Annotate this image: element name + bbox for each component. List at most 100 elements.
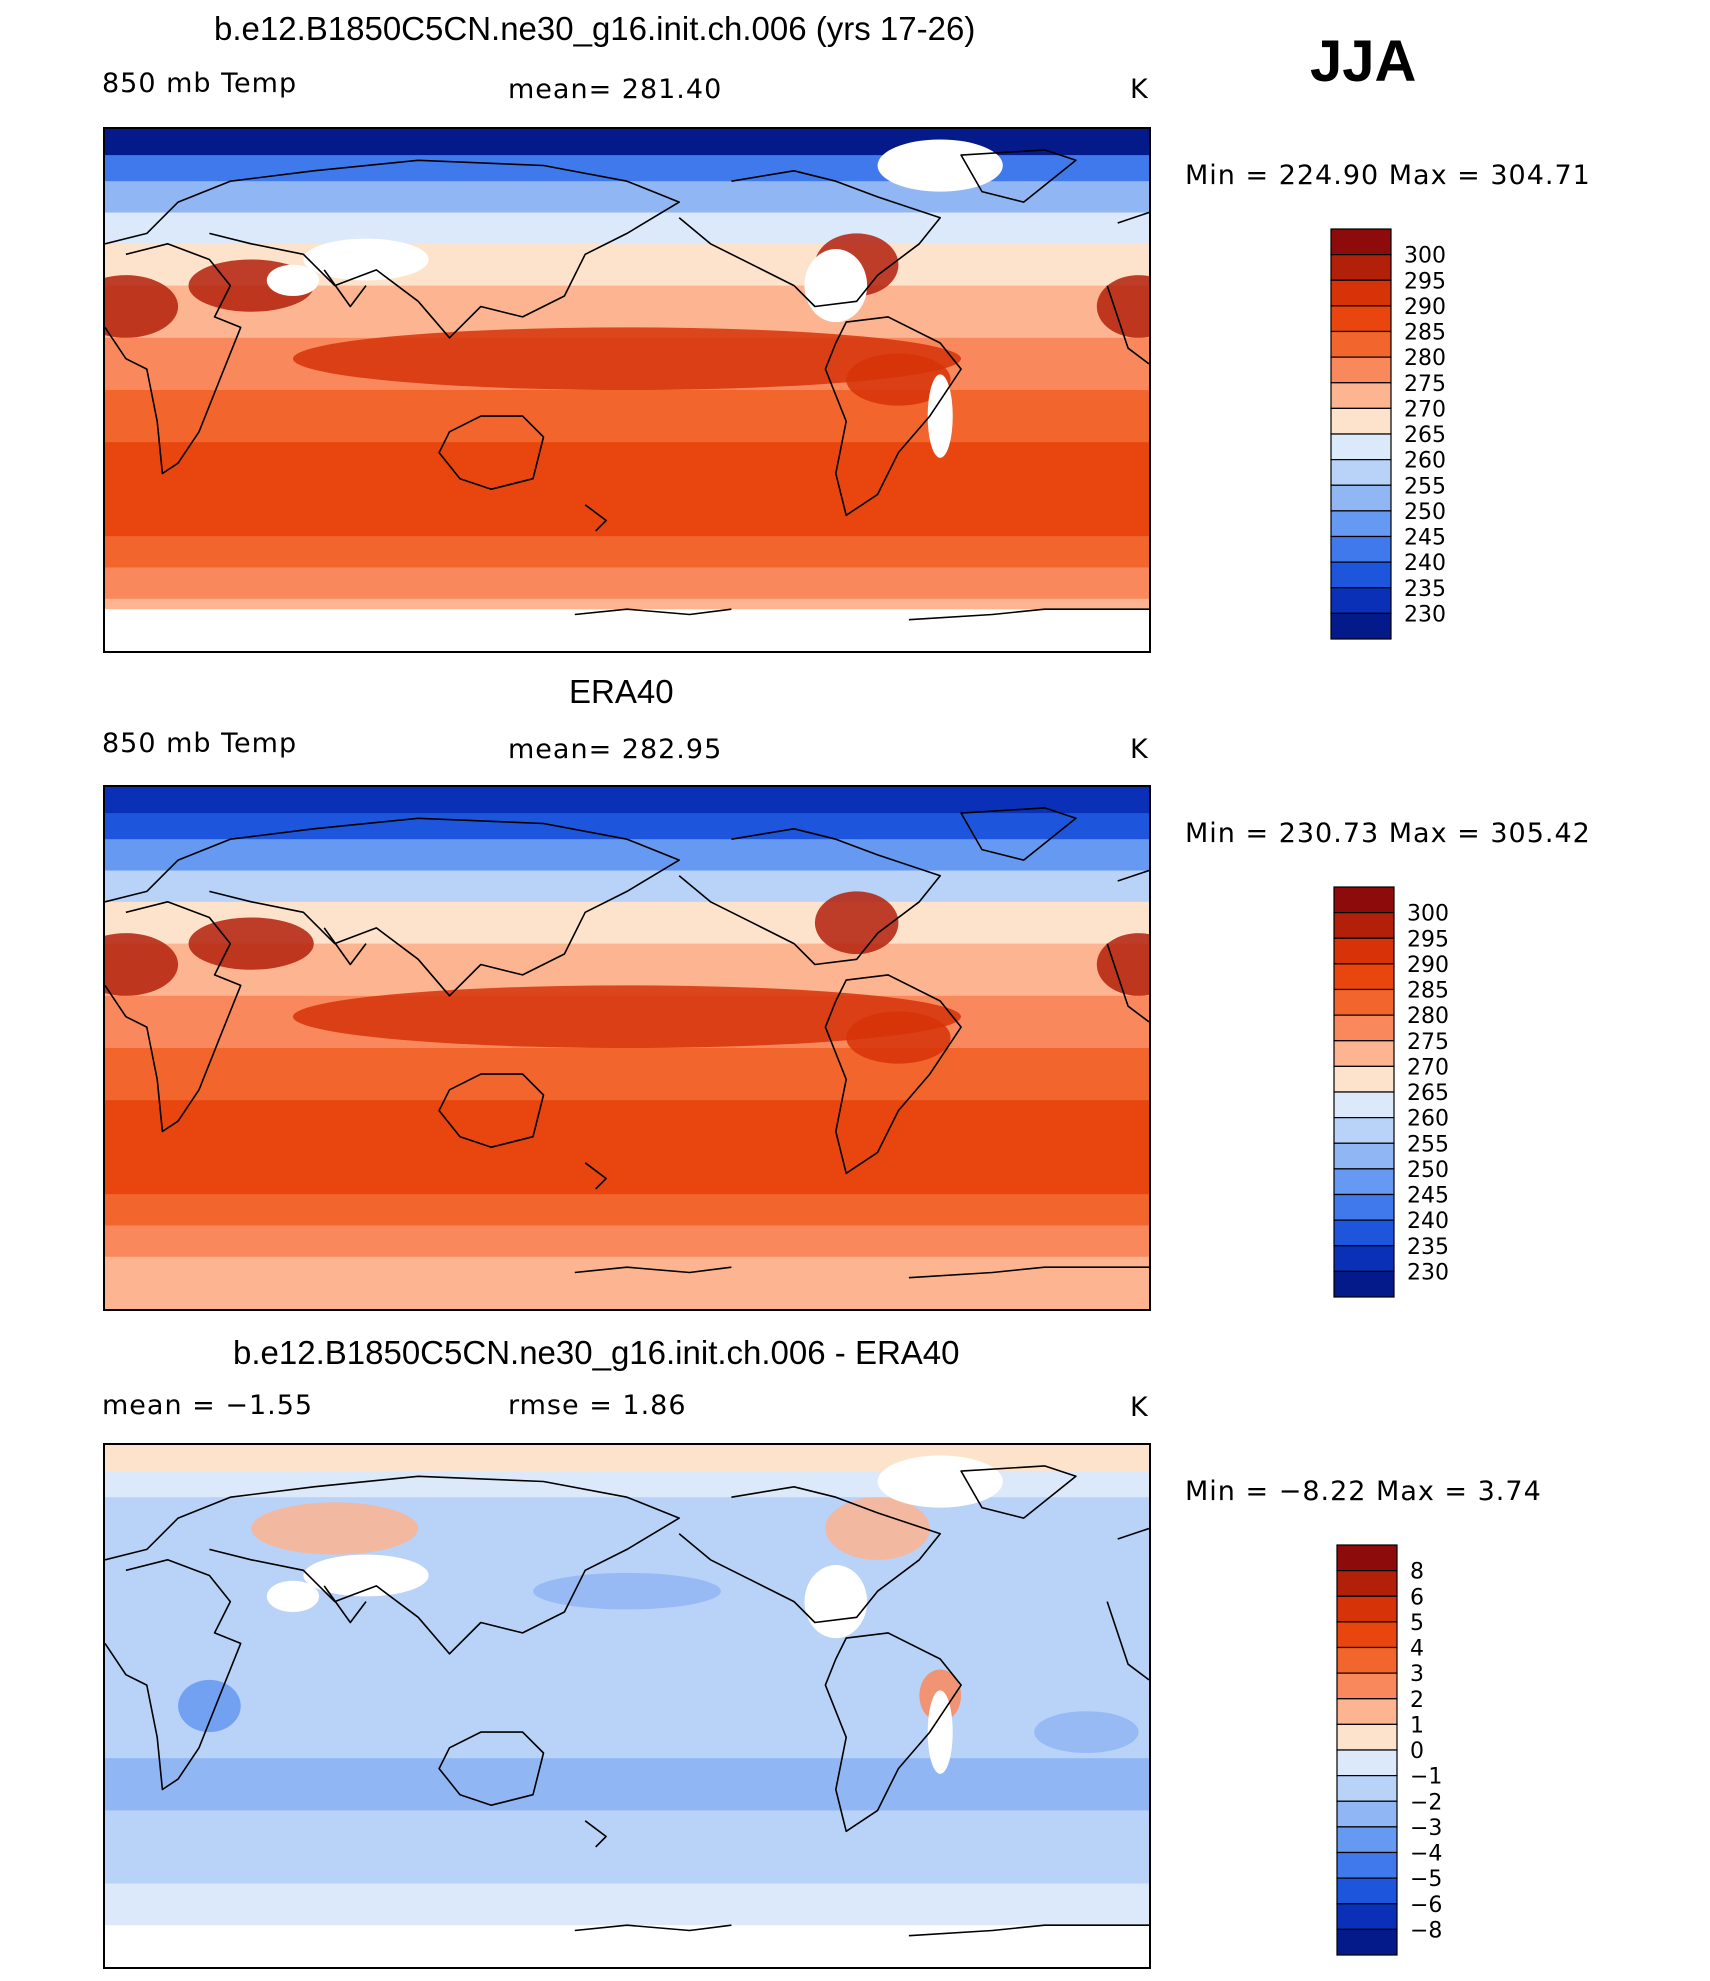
colorbar-tick-label: 280 — [1404, 346, 1446, 371]
field-region — [533, 1572, 721, 1610]
panel3-map-field — [105, 1445, 1149, 1967]
field-layer — [105, 1445, 1149, 1967]
colorbar-swatch — [1333, 988, 1395, 1016]
panel2-units-label: K — [1130, 734, 1149, 765]
panel1-colorbar: 300 295 290 285 280 275 270 265 260 255 250 245 240 2… — [1330, 228, 1470, 641]
missing-data-region — [303, 1554, 429, 1597]
colorbar-tick-label: 295 — [1404, 269, 1446, 294]
colorbar-tick-label: −4 — [1410, 1842, 1442, 1867]
colorbar-tick-label: 5 — [1410, 1611, 1424, 1636]
field-region — [846, 1011, 951, 1064]
colorbar-swatch — [1330, 459, 1392, 486]
colorbar-swatch — [1336, 1903, 1398, 1930]
field-band — [105, 1883, 1149, 1916]
field-band — [105, 1601, 1149, 1655]
colorbar-tick-label: 8 — [1410, 1560, 1424, 1585]
field-layer — [105, 129, 1149, 651]
colorbar-tick-label: 300 — [1407, 902, 1449, 927]
field-region — [1034, 1711, 1139, 1753]
colorbar-tick-label: 230 — [1404, 602, 1446, 627]
coastline — [678, 828, 941, 966]
field-region — [178, 1679, 241, 1733]
colorbar-tick-label: 275 — [1407, 1030, 1449, 1055]
missing-data-region — [303, 238, 429, 281]
colorbar-tick-label: 280 — [1407, 1004, 1449, 1029]
panel1-title: b.e12.B1850C5CN.ne30_g16.init.ch.006 (yr… — [214, 10, 976, 47]
field-band — [105, 1653, 1149, 1707]
field-region — [105, 933, 179, 996]
colorbar-swatch — [1336, 1775, 1398, 1802]
coastline — [323, 269, 367, 308]
colorbar-swatch — [1333, 1065, 1395, 1093]
colorbar-tick-label: 285 — [1404, 321, 1446, 346]
coastline — [438, 1073, 545, 1148]
colorbar-swatch — [1330, 535, 1392, 563]
panel3-map — [103, 1443, 1151, 1969]
colorbar-swatch — [1330, 561, 1392, 589]
field-band — [105, 390, 1149, 444]
coastline — [105, 901, 242, 1133]
missing-data-region — [804, 249, 868, 323]
colorbar-swatch — [1336, 1698, 1398, 1725]
panel3-minmax-label: Min = −8.22 Max = 3.74 — [1185, 1476, 1542, 1507]
field-region — [292, 327, 962, 390]
colorbar-swatch — [1333, 912, 1395, 939]
colorbar-swatch — [1336, 1877, 1398, 1905]
field-region — [292, 985, 962, 1048]
colorbar-tick-label: 250 — [1407, 1158, 1449, 1183]
colorbar-swatch — [1330, 254, 1392, 281]
colorbar-tick-label: 250 — [1404, 500, 1446, 525]
field-band — [105, 442, 1149, 496]
panel1-minmax-label: Min = 224.90 Max = 304.71 — [1185, 160, 1591, 191]
coastline — [824, 1632, 962, 1833]
panel1-mean-label: mean= 281.40 — [508, 74, 723, 105]
colorbar-tick-label: 230 — [1407, 1260, 1449, 1285]
colorbar-swatch — [1330, 612, 1392, 640]
colorbar-tick-label: 270 — [1407, 1055, 1449, 1080]
coastline — [824, 316, 962, 517]
field-band — [105, 1256, 1149, 1284]
colorbar-tick-label: 275 — [1404, 372, 1446, 397]
missing-data-region — [877, 139, 1003, 192]
field-band — [105, 839, 1149, 872]
field-band — [105, 1758, 1149, 1812]
field-region — [1096, 933, 1149, 996]
coastline — [824, 974, 962, 1175]
colorbar-tick-label: 4 — [1410, 1637, 1424, 1662]
colorbar-tick-label: 290 — [1404, 295, 1446, 320]
colorbar-tick-label: 0 — [1410, 1739, 1424, 1764]
missing-data-region — [877, 1455, 1003, 1508]
missing-data-region — [927, 374, 953, 458]
field-band — [105, 1225, 1149, 1258]
field-region — [1096, 275, 1149, 338]
colorbar-swatch — [1330, 433, 1392, 461]
colorbar-tick-label: 245 — [1404, 526, 1446, 551]
colorbar-tick-label: 2 — [1410, 1688, 1424, 1713]
field-region — [814, 891, 899, 955]
colorbar-swatch — [1330, 587, 1392, 614]
colorbar-swatch — [1336, 1621, 1398, 1649]
panel1-map-field — [105, 129, 1149, 651]
panel3-units-label: K — [1130, 1392, 1149, 1423]
field-band — [105, 1194, 1149, 1227]
coastline — [323, 927, 367, 966]
coastline — [105, 1475, 680, 1655]
coastline — [105, 1559, 242, 1791]
panel3-title: b.e12.B1850C5CN.ne30_g16.init.ch.006 - E… — [233, 1334, 960, 1371]
panel3-colorbar: 8 6 5 4 3 2 1 0 −1 −2 −3 −4 −5 −6 −8 — [1336, 1544, 1476, 1957]
colorbar-tick-label: 260 — [1404, 449, 1446, 474]
colorbar-swatch — [1336, 1595, 1398, 1623]
panel3-rmse-label: rmse = 1.86 — [508, 1390, 687, 1421]
colorbar-swatch — [1336, 1826, 1398, 1854]
field-region — [105, 275, 179, 338]
colorbar-swatch — [1336, 1672, 1398, 1700]
colorbar-swatch — [1333, 886, 1395, 914]
panel2-mean-label: mean= 282.95 — [508, 734, 723, 765]
field-band — [105, 1810, 1149, 1854]
colorbar-tick-label: −2 — [1410, 1790, 1442, 1815]
coastline — [960, 1465, 1077, 1519]
colorbar-swatch — [1336, 1646, 1398, 1674]
colorbar-swatch — [1330, 228, 1392, 256]
colorbar-swatch — [1336, 1800, 1398, 1828]
colorbar-tick-label: −5 — [1410, 1867, 1442, 1892]
